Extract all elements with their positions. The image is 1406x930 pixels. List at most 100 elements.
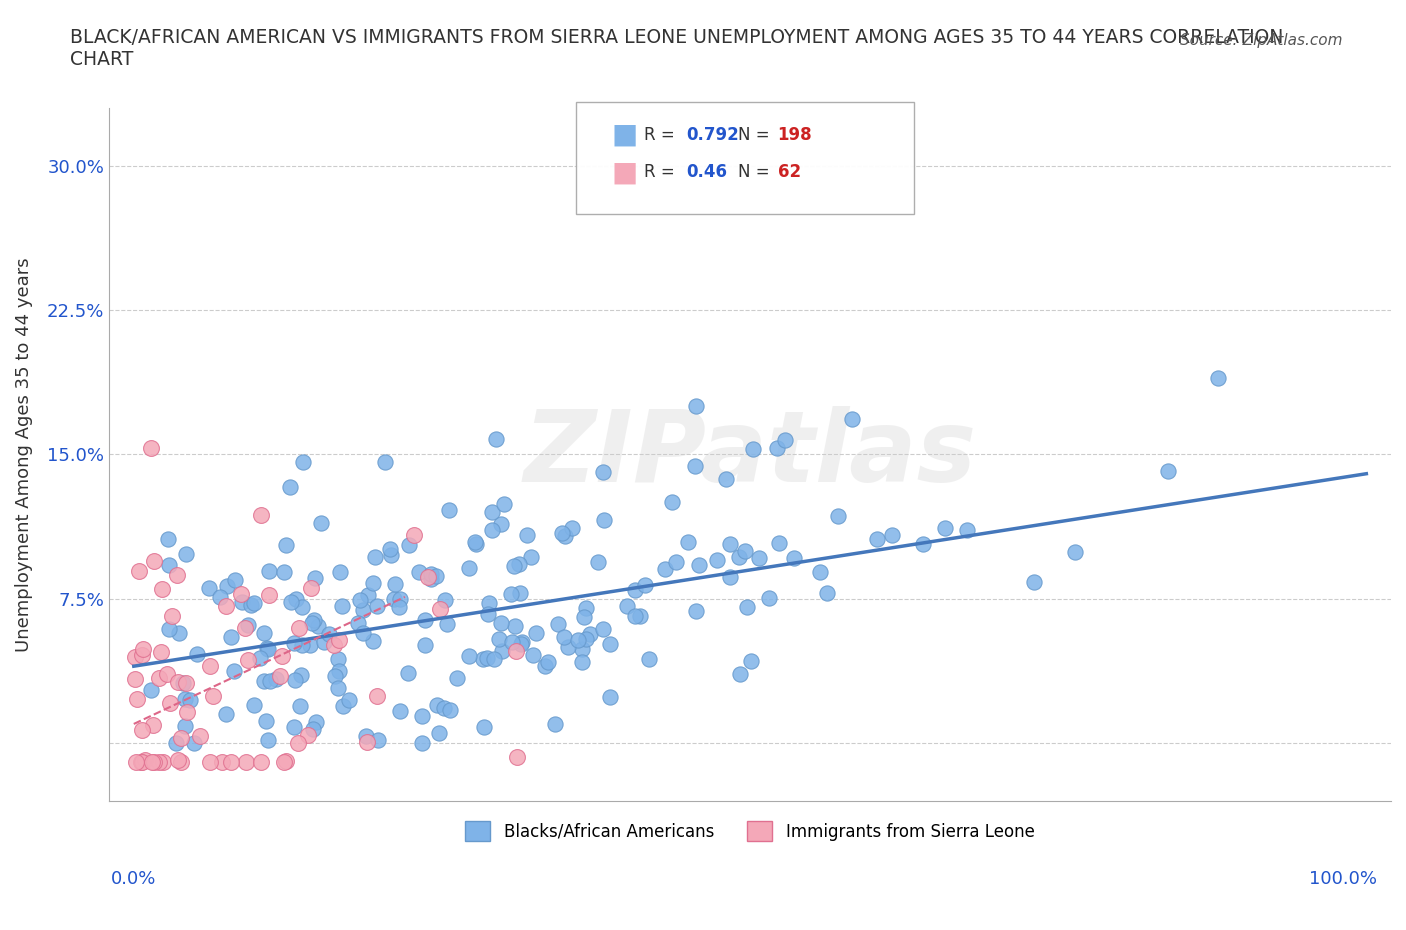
Point (748, 551, 770, 565)
Point (433, 700, 456, 715)
Point (291, 599, 314, 614)
Point (307, 618, 329, 633)
Point (1022, 574, 1045, 589)
Text: BLACK/AFRICAN AMERICAN VS IMMIGRANTS FROM SIERRA LEONE UNEMPLOYMENT AMONG AGES 3: BLACK/AFRICAN AMERICAN VS IMMIGRANTS FRO… (70, 28, 1284, 69)
Point (249, 508, 271, 523)
Point (522, 647, 544, 662)
Point (382, 591, 405, 606)
Point (841, 411, 863, 426)
Point (593, 512, 616, 527)
Point (782, 551, 804, 565)
Point (357, 587, 380, 602)
Point (188, 728, 211, 743)
Point (131, 723, 153, 737)
Point (389, 703, 412, 718)
Text: 0.792: 0.792 (686, 126, 740, 144)
Point (661, 495, 683, 510)
Point (574, 601, 596, 616)
Point (458, 648, 481, 663)
Text: N =: N = (738, 126, 775, 144)
Point (131, 755, 153, 770)
Text: ■: ■ (612, 121, 638, 149)
Text: 62: 62 (778, 163, 800, 181)
Point (292, 455, 315, 470)
Point (283, 636, 305, 651)
Point (956, 522, 979, 537)
Point (274, 538, 297, 552)
Point (740, 653, 762, 668)
Point (485, 432, 508, 447)
Point (544, 717, 567, 732)
Point (143, 553, 166, 568)
Point (322, 637, 344, 652)
Point (464, 537, 486, 551)
Point (302, 722, 325, 737)
Point (489, 517, 512, 532)
Point (208, 589, 231, 604)
Point (231, 586, 253, 601)
Point (257, 733, 280, 748)
Point (150, 582, 173, 597)
Point (215, 578, 238, 593)
Point (173, 692, 195, 707)
Point (1157, 464, 1180, 479)
Point (238, 618, 260, 632)
Point (233, 621, 256, 636)
Point (364, 550, 387, 565)
Point (249, 755, 271, 770)
Point (553, 629, 575, 644)
Point (737, 600, 759, 615)
Point (503, 558, 526, 573)
Point (198, 581, 221, 596)
Text: R =: R = (644, 126, 681, 144)
Point (298, 638, 321, 653)
Y-axis label: Unemployment Among Ages 35 to 44 years: Unemployment Among Ages 35 to 44 years (15, 258, 32, 652)
Point (222, 664, 245, 679)
Point (446, 671, 468, 685)
Point (475, 651, 498, 666)
Point (278, 480, 301, 495)
Point (328, 632, 350, 647)
Point (323, 669, 346, 684)
Point (211, 755, 233, 770)
Point (172, 675, 194, 690)
Point (665, 555, 688, 570)
Point (269, 669, 291, 684)
Point (718, 569, 741, 584)
Point (404, 527, 426, 542)
Point (592, 465, 614, 480)
Point (638, 651, 661, 666)
Point (388, 591, 411, 606)
Point (575, 631, 598, 646)
Point (742, 441, 765, 456)
Point (346, 616, 368, 631)
Point (243, 595, 266, 610)
Point (301, 615, 323, 630)
Point (236, 652, 259, 667)
Text: 198: 198 (778, 126, 813, 144)
Point (256, 640, 278, 655)
Point (808, 565, 831, 579)
Point (547, 617, 569, 631)
Point (326, 651, 349, 666)
Point (478, 595, 501, 610)
Point (129, 755, 152, 770)
Point (433, 593, 456, 608)
Point (765, 440, 787, 455)
Point (287, 736, 309, 751)
Point (481, 523, 503, 538)
Point (436, 617, 458, 631)
Point (416, 570, 439, 585)
Point (624, 583, 647, 598)
Point (157, 558, 180, 573)
Point (318, 627, 340, 642)
Point (491, 644, 513, 658)
Point (242, 698, 264, 712)
Point (1206, 370, 1229, 385)
Point (718, 537, 741, 551)
Point (408, 565, 430, 579)
Point (253, 626, 276, 641)
Point (273, 565, 295, 579)
Point (471, 652, 494, 667)
Point (526, 626, 548, 641)
